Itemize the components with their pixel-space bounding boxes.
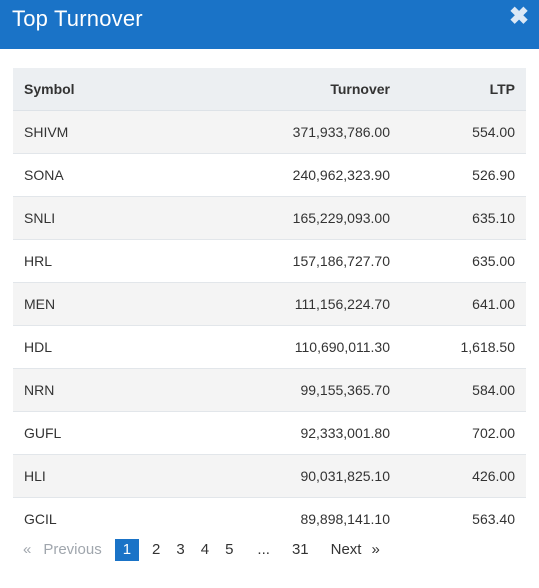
table-row[interactable]: SNLI 165,229,093.00 635.10 xyxy=(13,196,526,240)
symbol-cell: HRL xyxy=(13,239,125,283)
table-row[interactable]: GCIL 89,898,141.10 563.40 xyxy=(13,497,526,540)
previous-arrow-icon: « xyxy=(23,541,32,558)
turnover-cell: 111,156,224.70 xyxy=(125,282,401,326)
symbol-cell: SONA xyxy=(13,153,125,197)
table-row[interactable]: HLI 90,031,825.10 426.00 xyxy=(13,454,526,498)
turnover-cell: 240,962,323.90 xyxy=(125,153,401,197)
table-row[interactable]: SHIVM 371,933,786.00 554.00 xyxy=(13,110,526,154)
next-label: Next xyxy=(330,541,362,558)
table-row[interactable]: MEN 111,156,224.70 641.00 xyxy=(13,282,526,326)
ltp-cell: 426.00 xyxy=(401,454,526,498)
ltp-cell: 635.10 xyxy=(401,196,526,240)
turnover-cell: 92,333,001.80 xyxy=(125,411,401,455)
page-1-button[interactable]: 1 xyxy=(114,539,140,561)
symbol-cell: HDL xyxy=(13,325,125,369)
ltp-cell: 635.00 xyxy=(401,239,526,283)
turnover-cell: 90,031,825.10 xyxy=(125,454,401,498)
ltp-cell: 563.40 xyxy=(401,497,526,540)
ltp-cell: 584.00 xyxy=(401,368,526,412)
column-header-turnover[interactable]: Turnover xyxy=(125,68,401,111)
turnover-cell: 157,186,727.70 xyxy=(125,239,401,283)
symbol-cell: GCIL xyxy=(13,497,125,540)
pagination: « Previous 1 2 3 4 5 ... 31 Next » xyxy=(13,537,380,563)
page-31-button[interactable]: 31 xyxy=(291,541,309,558)
ltp-cell: 554.00 xyxy=(401,110,526,154)
symbol-cell: GUFL xyxy=(13,411,125,455)
table-row[interactable]: SONA 240,962,323.90 526.90 xyxy=(13,153,526,197)
symbol-cell: SNLI xyxy=(13,196,125,240)
turnover-cell: 165,229,093.00 xyxy=(125,196,401,240)
table-header-row: Symbol Turnover LTP xyxy=(13,68,526,111)
previous-page-link[interactable]: « Previous xyxy=(23,539,102,561)
ltp-cell: 641.00 xyxy=(401,282,526,326)
table-row[interactable]: GUFL 92,333,001.80 702.00 xyxy=(13,411,526,455)
symbol-cell: MEN xyxy=(13,282,125,326)
page-5-button[interactable]: 5 xyxy=(225,541,234,558)
symbol-cell: HLI xyxy=(13,454,125,498)
column-header-ltp[interactable]: LTP xyxy=(401,68,526,111)
symbol-cell: SHIVM xyxy=(13,110,125,154)
turnover-cell: 110,690,011.30 xyxy=(125,325,401,369)
ltp-cell: 702.00 xyxy=(401,411,526,455)
previous-label: Previous xyxy=(43,541,102,558)
next-arrow-icon: » xyxy=(371,541,380,558)
column-header-symbol[interactable]: Symbol xyxy=(13,68,125,111)
modal-title: Top Turnover xyxy=(12,6,143,31)
turnover-cell: 89,898,141.10 xyxy=(125,497,401,540)
modal-header: Top Turnover ✖ xyxy=(0,0,539,49)
turnover-table-container: Symbol Turnover LTP SHIVM 371,933,786.00 5… xyxy=(13,68,526,540)
ltp-cell: 1,618.50 xyxy=(401,325,526,369)
page-3-button[interactable]: 3 xyxy=(176,541,185,558)
table-body: SHIVM 371,933,786.00 554.00 SONA 240,962,323… xyxy=(13,110,526,540)
page-2-button[interactable]: 2 xyxy=(152,541,161,558)
page-4-button[interactable]: 4 xyxy=(200,541,210,558)
close-icon[interactable]: ✖ xyxy=(509,3,530,30)
ltp-cell: 526.90 xyxy=(401,153,526,197)
table-row[interactable]: HRL 157,186,727.70 635.00 xyxy=(13,239,526,283)
page-ellipsis: ... xyxy=(257,541,270,558)
turnover-table: Symbol Turnover LTP SHIVM 371,933,786.00 5… xyxy=(13,68,526,540)
turnover-cell: 99,155,365.70 xyxy=(125,368,401,412)
turnover-cell: 371,933,786.00 xyxy=(125,110,401,154)
table-row[interactable]: NRN 99,155,365.70 584.00 xyxy=(13,368,526,412)
next-page-link[interactable]: Next » xyxy=(331,539,380,561)
symbol-cell: NRN xyxy=(13,368,125,412)
table-row[interactable]: HDL 110,690,011.30 1,618.50 xyxy=(13,325,526,369)
